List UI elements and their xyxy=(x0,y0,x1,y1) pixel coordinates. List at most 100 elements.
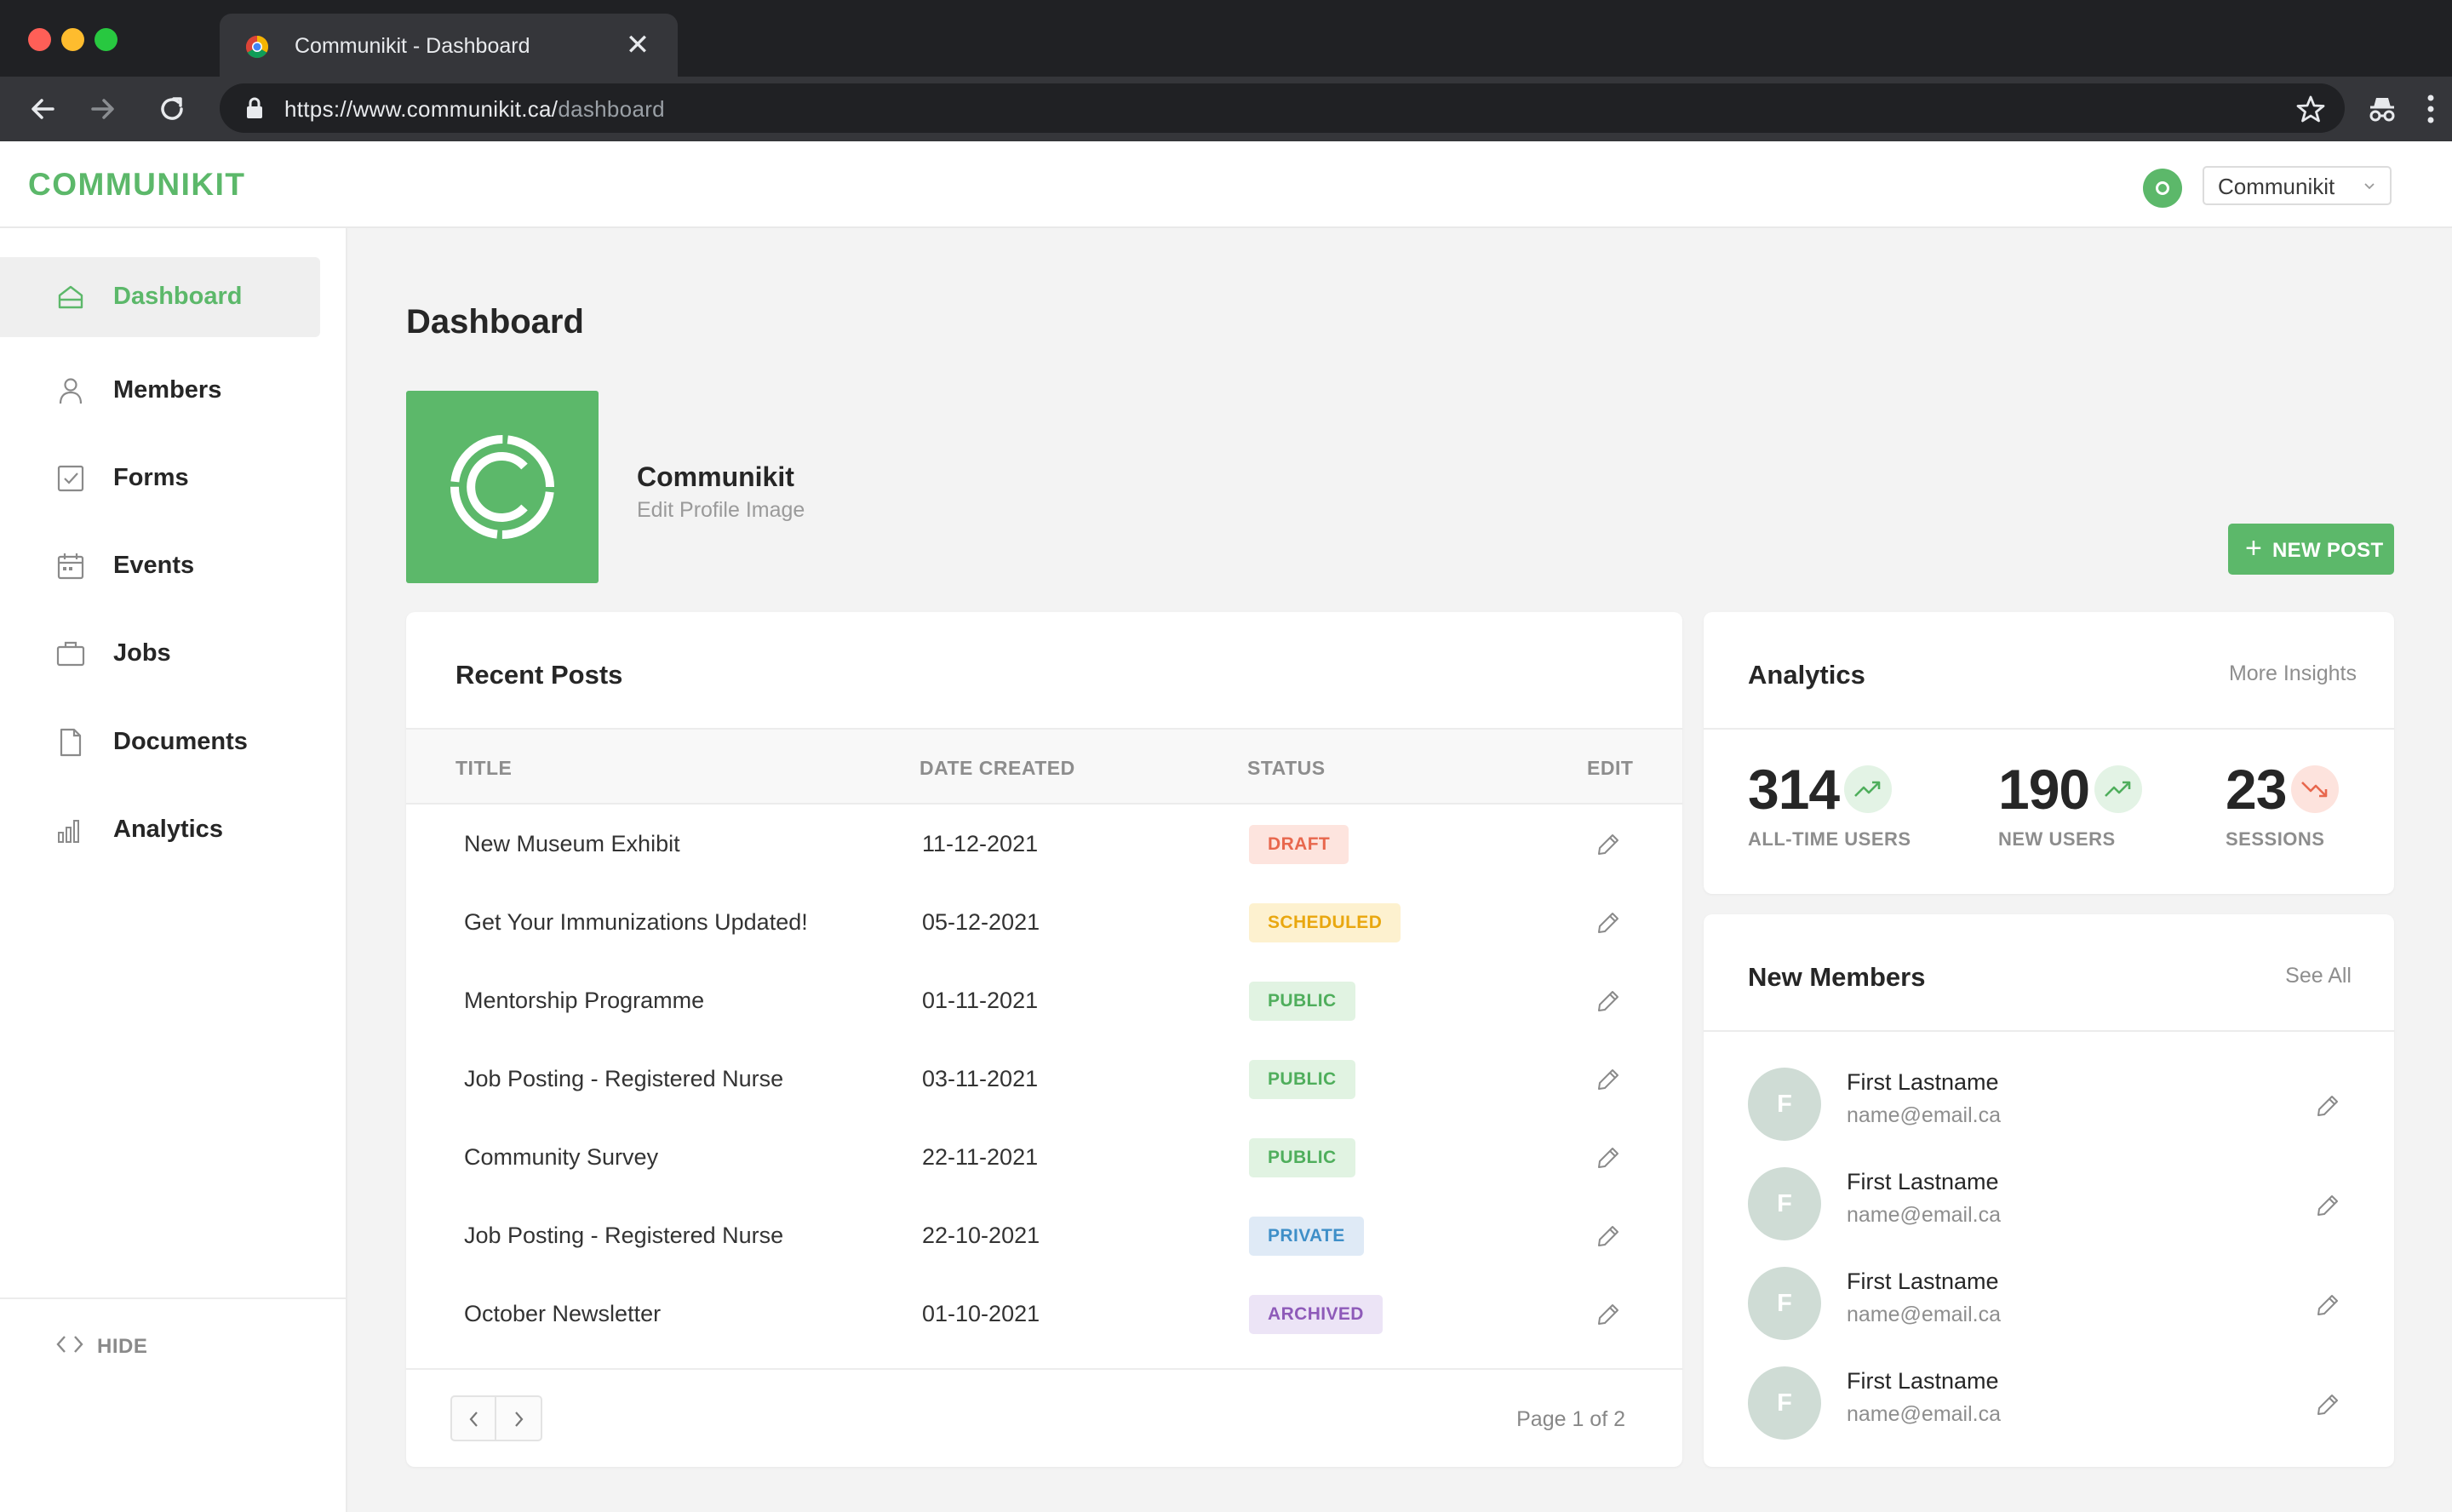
incognito-icon[interactable] xyxy=(2363,90,2401,128)
sidebar-item-jobs[interactable]: Jobs xyxy=(0,614,320,694)
sidebar-divider xyxy=(0,1297,346,1299)
url-host: https://www.communikit.ca/ xyxy=(284,96,559,122)
table-row[interactable]: October Newsletter 01-10-2021 ARCHIVED xyxy=(406,1274,1682,1353)
column-header-status[interactable]: STATUS xyxy=(1247,757,1326,779)
post-title[interactable]: October Newsletter xyxy=(464,1301,662,1326)
edit-pencil-icon[interactable] xyxy=(1596,1302,1621,1327)
status-badge: PUBLIC xyxy=(1249,982,1355,1021)
reload-icon[interactable] xyxy=(153,90,191,128)
column-header-date[interactable]: DATE CREATED xyxy=(920,757,1075,779)
browser-chrome: Communikit - Dashboard ✕ https://www.com… xyxy=(0,0,2452,141)
table-row[interactable]: Community Survey 22-11-2021 PUBLIC xyxy=(406,1118,1682,1196)
new-post-button[interactable]: + NEW POST xyxy=(2228,524,2394,575)
member-list-item[interactable]: F First Lastname name@email.ca xyxy=(1704,1059,2394,1159)
members-divider xyxy=(1704,1030,2394,1032)
see-all-link[interactable]: See All xyxy=(2285,964,2352,988)
recent-posts-card: Recent Posts TITLE DATE CREATED STATUS E… xyxy=(406,612,1682,1467)
analytics-divider xyxy=(1704,728,2394,730)
stat-value: 23 xyxy=(2226,758,2287,821)
sidebar-item-members[interactable]: Members xyxy=(0,351,320,431)
minimize-window-button[interactable] xyxy=(61,28,84,51)
sidebar-item-events[interactable]: Events xyxy=(0,526,320,606)
table-row[interactable]: Job Posting - Registered Nurse 03-11-2021… xyxy=(406,1040,1682,1118)
member-list-item[interactable]: F First Lastname name@email.ca xyxy=(1704,1159,2394,1258)
edit-pencil-icon[interactable] xyxy=(2315,1093,2340,1119)
avatar: F xyxy=(1748,1167,1821,1240)
analytics-title: Analytics xyxy=(1748,660,1865,690)
edit-pencil-icon[interactable] xyxy=(1596,910,1621,936)
chevron-down-icon xyxy=(2364,183,2375,190)
sidebar-item-analytics[interactable]: Analytics xyxy=(0,790,320,870)
brand-logo[interactable]: COMMUNIKIT xyxy=(28,167,246,202)
member-list-item[interactable]: F First Lastname name@email.ca xyxy=(1704,1258,2394,1358)
edit-pencil-icon[interactable] xyxy=(1596,832,1621,857)
close-window-button[interactable] xyxy=(28,28,51,51)
table-row[interactable]: Get Your Immunizations Updated! 05-12-202… xyxy=(406,883,1682,961)
table-row[interactable]: Job Posting - Registered Nurse 22-10-2021… xyxy=(406,1196,1682,1274)
post-title[interactable]: Get Your Immunizations Updated! xyxy=(464,909,808,935)
avatar: F xyxy=(1748,1068,1821,1141)
profile-name: Communikit xyxy=(637,461,794,492)
briefcase-icon xyxy=(56,641,85,667)
code-brackets-icon xyxy=(56,1336,83,1353)
edit-pencil-icon[interactable] xyxy=(2315,1392,2340,1418)
edit-pencil-icon[interactable] xyxy=(1596,1145,1621,1171)
account-avatar[interactable] xyxy=(2143,169,2182,208)
sidebar-item-documents[interactable]: Documents xyxy=(0,702,320,782)
maximize-window-button[interactable] xyxy=(95,28,117,51)
sidebar: Dashboard Members Forms Events Jobs xyxy=(0,228,347,1512)
tab-close-icon[interactable]: ✕ xyxy=(625,29,650,61)
trending-up-icon xyxy=(1844,765,1893,813)
calendar-icon xyxy=(57,553,84,580)
profile-image[interactable] xyxy=(406,391,599,583)
status-badge: PUBLIC xyxy=(1249,1060,1355,1099)
trending-down-icon xyxy=(2291,765,2340,813)
address-bar[interactable]: https://www.communikit.ca/dashboard xyxy=(220,83,2345,133)
post-title[interactable]: Job Posting - Registered Nurse xyxy=(464,1223,784,1248)
edit-profile-image-link[interactable]: Edit Profile Image xyxy=(637,498,805,522)
more-insights-link[interactable]: More Insights xyxy=(2228,662,2357,685)
column-header-edit: EDIT xyxy=(1587,757,1634,779)
bar-chart-icon xyxy=(58,820,79,843)
back-arrow-icon[interactable] xyxy=(24,90,61,128)
post-date: 01-11-2021 xyxy=(922,988,1039,1013)
post-title[interactable]: Job Posting - Registered Nurse xyxy=(464,1066,784,1091)
hide-label: HIDE xyxy=(97,1335,148,1358)
edit-pencil-icon[interactable] xyxy=(1596,1223,1621,1249)
chevron-right-icon xyxy=(515,1412,524,1427)
edit-pencil-icon[interactable] xyxy=(2315,1292,2340,1318)
url-text: https://www.communikit.ca/dashboard xyxy=(284,96,665,123)
table-row[interactable]: New Museum Exhibit 11-12-2021 DRAFT xyxy=(406,805,1682,883)
column-header-title[interactable]: TITLE xyxy=(455,757,513,779)
browser-tab[interactable]: Communikit - Dashboard ✕ xyxy=(220,14,678,77)
member-email: name@email.ca xyxy=(1847,1303,2002,1326)
post-date: 03-11-2021 xyxy=(922,1066,1039,1091)
edit-pencil-icon[interactable] xyxy=(1596,988,1621,1014)
stat-label: ALL-TIME USERS xyxy=(1748,828,1911,850)
previous-page-button[interactable] xyxy=(450,1395,496,1441)
post-title[interactable]: Mentorship Programme xyxy=(464,988,705,1013)
sidebar-item-dashboard[interactable]: Dashboard xyxy=(0,257,320,337)
member-list-item[interactable]: F First Lastname name@email.ca xyxy=(1704,1358,2394,1458)
post-title[interactable]: New Museum Exhibit xyxy=(464,831,680,856)
post-title[interactable]: Community Survey xyxy=(464,1144,659,1170)
browser-menu-icon[interactable] xyxy=(2418,92,2443,126)
next-page-button[interactable] xyxy=(496,1395,542,1441)
forward-arrow-icon[interactable] xyxy=(84,90,122,128)
stat-block: 23 xyxy=(2226,757,2340,822)
hide-sidebar-button[interactable]: HIDE xyxy=(56,1326,192,1364)
member-email: name@email.ca xyxy=(1847,1103,2002,1127)
chrome-favicon-icon xyxy=(245,35,269,59)
trending-up-icon xyxy=(2094,765,2143,813)
account-dropdown[interactable]: Communikit xyxy=(2203,166,2392,205)
table-row[interactable]: Mentorship Programme 01-11-2021 PUBLIC xyxy=(406,961,1682,1040)
avatar: F xyxy=(1748,1267,1821,1340)
member-email: name@email.ca xyxy=(1847,1203,2002,1227)
member-name: First Lastname xyxy=(1847,1069,1999,1095)
stat-block: 190 xyxy=(1998,757,2143,822)
edit-pencil-icon[interactable] xyxy=(1596,1067,1621,1092)
edit-pencil-icon[interactable] xyxy=(2315,1193,2340,1218)
member-name: First Lastname xyxy=(1847,1169,1999,1194)
bookmark-star-icon[interactable] xyxy=(2295,94,2326,124)
sidebar-item-forms[interactable]: Forms xyxy=(0,438,320,518)
